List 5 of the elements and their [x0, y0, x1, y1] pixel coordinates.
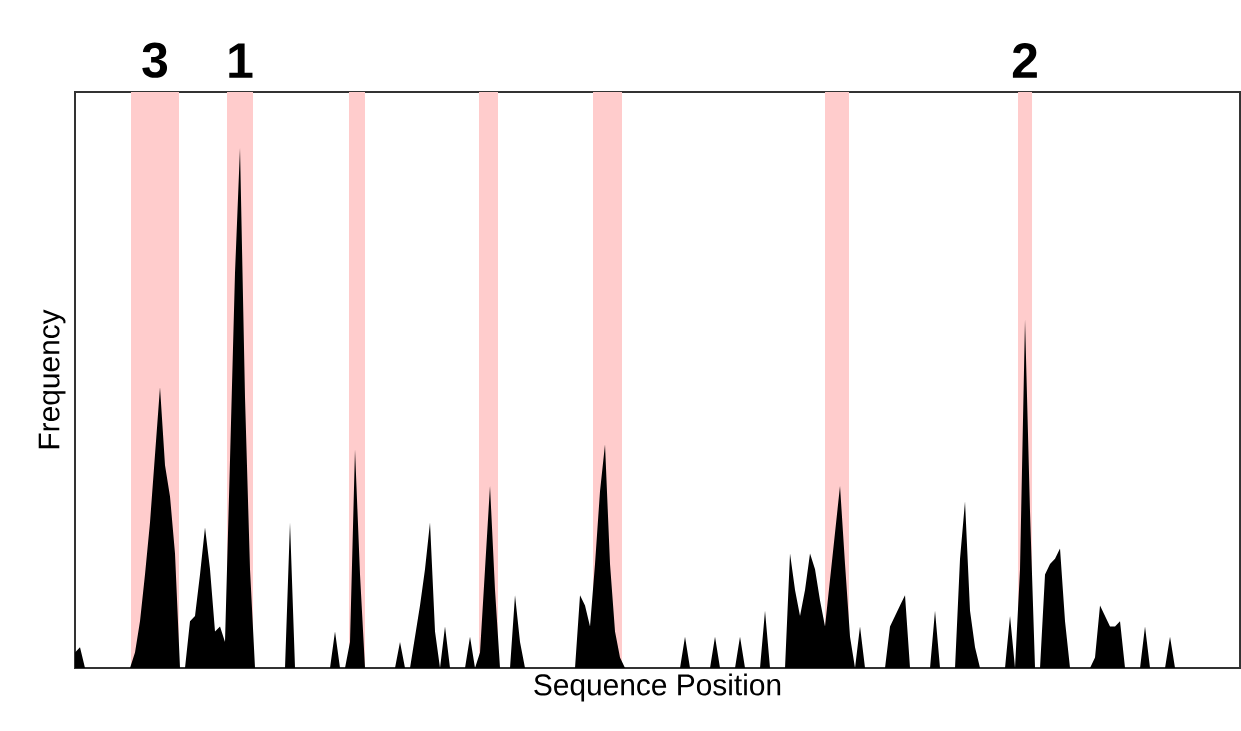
- text: 1: [229, 43, 253, 78]
- x-axis-title: Sequence Position: [534, 673, 781, 702]
- text: 2: [1012, 43, 1037, 78]
- y-axis-title: Frequency: [38, 309, 66, 449]
- text: 3: [142, 42, 168, 78]
